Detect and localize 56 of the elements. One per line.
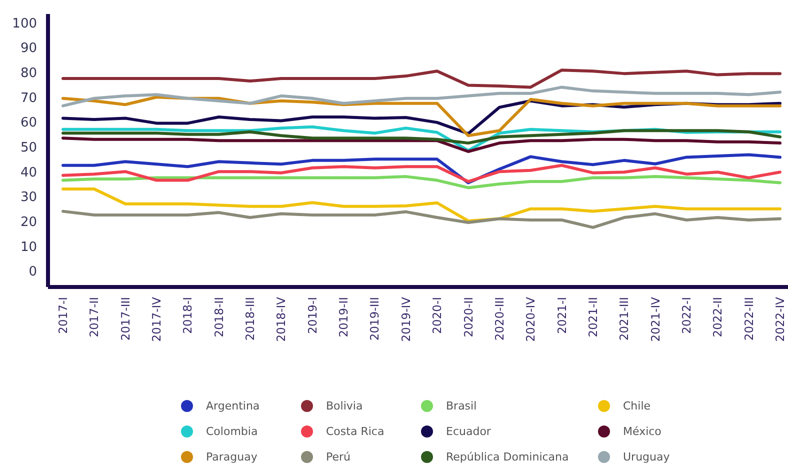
y-tick-label: 60 xyxy=(20,116,37,131)
x-tick-label: 2018-III xyxy=(243,297,258,341)
x-tick-label: 2020-III xyxy=(492,297,506,341)
line-series xyxy=(62,210,782,229)
x-tick-label: 2017-II xyxy=(87,297,102,338)
y-tick-label: 10 xyxy=(20,240,37,255)
x-tick-label: 2017-III xyxy=(118,297,132,341)
x-tick-label: 2022-II xyxy=(710,297,725,338)
legend-label: México xyxy=(623,425,662,438)
y-tick-label: 50 xyxy=(20,140,37,156)
line-series xyxy=(62,136,782,153)
legend-label: Brasil xyxy=(446,400,477,412)
y-tick-label: 30 xyxy=(20,190,37,206)
y-tick-label: 0 xyxy=(28,264,37,280)
x-tick-label: 2019-IV xyxy=(398,296,413,342)
x-tick-label: 2019-II xyxy=(336,297,351,338)
y-tick-label: 80 xyxy=(20,66,37,82)
x-tick-label: 2021-II xyxy=(586,297,600,338)
legend-label: Argentina xyxy=(206,400,260,412)
x-tick-label: 2017-I xyxy=(56,297,70,334)
y-tick-label: 70 xyxy=(20,90,37,106)
x-tick-label: 2019-III xyxy=(368,297,382,341)
x-tick-label: 2018-I xyxy=(180,297,195,334)
x-tick-label: 2020-IV xyxy=(524,296,538,342)
legend-label: Uruguay xyxy=(623,450,670,464)
x-tick-label: 2020-I xyxy=(430,297,444,334)
x-tick-label: 2022-I xyxy=(679,297,694,334)
x-tick-label: 2021-III xyxy=(617,297,632,341)
x-tick-label: 2017-IV xyxy=(150,296,164,342)
x-tick-label: 2018-IV xyxy=(274,296,288,342)
legend-label: Chile xyxy=(623,400,651,412)
x-tick-label: 2022-III xyxy=(742,297,756,341)
legend-label: República Dominicana xyxy=(446,450,569,464)
y-tick-label: 100 xyxy=(12,16,37,32)
line-series xyxy=(62,68,782,89)
x-tick-label: 2022-IV xyxy=(773,296,787,342)
line-series xyxy=(62,187,782,222)
line-series xyxy=(62,175,782,190)
x-tick-label: 2019-I xyxy=(305,297,320,334)
x-tick-label: 2018-II xyxy=(212,297,226,338)
y-tick-label: 20 xyxy=(20,214,37,230)
line-series xyxy=(62,86,782,108)
line-series xyxy=(62,129,782,145)
legend-label: Perú xyxy=(326,450,351,464)
legend-label: Colombia xyxy=(206,425,258,438)
line-series xyxy=(62,164,782,184)
legend-label: Ecuador xyxy=(446,425,492,438)
x-tick-label: 2020-II xyxy=(461,297,476,338)
legend-label: Costa Rica xyxy=(326,425,384,438)
x-tick-label: 2021-IV xyxy=(648,296,662,342)
line-series xyxy=(62,153,782,184)
legend-label: Paraguay xyxy=(206,450,258,464)
y-tick-label: 40 xyxy=(20,165,37,180)
legend-label: Bolivia xyxy=(326,400,363,412)
x-tick-label: 2021-I xyxy=(554,297,569,334)
y-tick-label: 90 xyxy=(20,41,37,56)
